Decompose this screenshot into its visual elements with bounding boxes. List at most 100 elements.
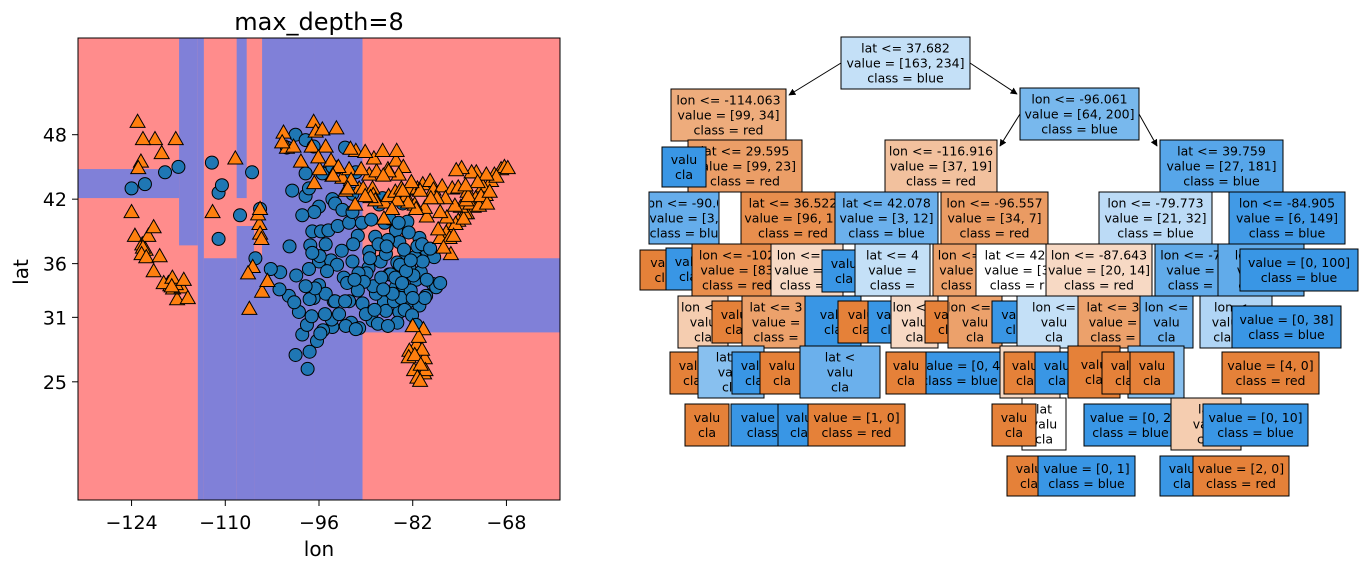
- tree-node-text: value = [3,: [649, 211, 718, 226]
- tree-node-text: lat <= 29.595: [701, 144, 790, 159]
- point-red: [410, 328, 428, 343]
- point-red: [139, 227, 157, 242]
- tree-node-box: [1077, 295, 1149, 349]
- point-red: [356, 187, 374, 203]
- tree-node-text: lon <= -96.061: [1031, 92, 1127, 107]
- tree-node: value = [4, 0]class = red: [1221, 351, 1320, 395]
- point-blue: [345, 254, 360, 269]
- tree-node-text: class = red: [1206, 476, 1276, 491]
- tree-node-text: cla: [1143, 373, 1161, 388]
- tree-node-text: valu: [1044, 358, 1070, 373]
- tree-node-text: value =: [868, 263, 917, 278]
- tree-node-text: lat <= 39.759: [1177, 144, 1266, 159]
- tree-node: value = [0, 38]class = blue: [1231, 305, 1342, 349]
- tree-node-text: cla: [725, 322, 743, 337]
- tree-node-text: class =: [753, 330, 798, 345]
- point-red: [478, 194, 496, 210]
- tree-node-text: lon <= -90.0: [644, 196, 724, 211]
- tree-node: value = [0, 100]class = blue: [1239, 248, 1359, 292]
- x-tick-label: −124: [105, 512, 157, 534]
- tree-node-text: class = red: [1236, 373, 1306, 388]
- tree-node-text: value = [3, 12]: [839, 211, 933, 226]
- tree-node-text: value = [0, 38]: [1239, 312, 1333, 327]
- point-red: [433, 177, 451, 193]
- tree-node-text: value = [0, 4: [919, 358, 1000, 373]
- point-red: [418, 207, 436, 223]
- tree-node-text: lon <=: [1032, 300, 1076, 315]
- tree-node-text: value = [0, 10]: [1208, 410, 1302, 425]
- y-axis-label: lat: [9, 259, 33, 285]
- tree-node-box: [1221, 351, 1320, 395]
- tree-node-text: lon <= 3: [947, 300, 1003, 315]
- tree-node-text: class = blue: [1217, 425, 1294, 440]
- point-red: [346, 196, 364, 211]
- point-red: [387, 151, 405, 167]
- tree-node-text: class = red: [822, 425, 892, 440]
- tree-node-text: lon <= -116.916: [889, 144, 993, 159]
- point-red: [259, 272, 276, 287]
- point-red: [303, 138, 320, 153]
- tree-node-text: value = [83: [700, 263, 773, 278]
- tree-node-text: lat: [1036, 402, 1052, 417]
- point-red: [330, 158, 347, 174]
- tree-node-box: [840, 36, 971, 90]
- tree-node-text: lon <= -96.557: [946, 196, 1042, 211]
- tree-node-box: [1037, 455, 1136, 497]
- point-red: [129, 159, 147, 175]
- point-red: [311, 160, 329, 176]
- point-red: [342, 140, 359, 155]
- point-blue: [364, 212, 379, 227]
- tree-node-text: lon <= -114.063: [676, 93, 780, 108]
- tree-node-text: value = [64, 200]: [1024, 107, 1134, 122]
- tree-node-text: class = blue: [1092, 425, 1169, 440]
- point-blue: [405, 291, 420, 306]
- point-blue: [137, 177, 152, 192]
- x-tick-label: −110: [199, 512, 251, 534]
- point-blue: [367, 302, 382, 317]
- point-red: [305, 174, 323, 190]
- tree-node-text: value = [96, 10: [744, 211, 841, 226]
- tree-node-text: valu: [893, 358, 919, 373]
- point-blue: [401, 225, 416, 240]
- point-red: [388, 142, 406, 157]
- tree-node-text: valu: [769, 358, 795, 373]
- tree-node-text: lat <: [825, 350, 855, 365]
- tree-node-text: cla: [852, 322, 870, 337]
- point-red: [137, 248, 155, 264]
- tree-node-text: value = [4, 0]: [1227, 358, 1313, 373]
- point-red: [356, 143, 374, 159]
- tree-node-text: lon <= -102: [699, 248, 775, 263]
- point-blue: [211, 231, 226, 246]
- tree-node-text: cla: [1048, 373, 1066, 388]
- tree-node-text: class = red: [960, 226, 1030, 241]
- point-blue: [272, 282, 287, 297]
- point-blue: [417, 291, 432, 306]
- tree-node-text: cla: [1157, 330, 1175, 345]
- tree-node-text: cla: [1085, 372, 1103, 387]
- point-blue: [298, 166, 313, 181]
- point-blue: [263, 262, 278, 276]
- tree-node-text: cla: [790, 425, 808, 440]
- point-blue: [204, 155, 219, 170]
- point-blue: [433, 275, 448, 290]
- tree-node-box: [885, 351, 927, 395]
- data-points: [123, 113, 517, 387]
- region-blue: [179, 38, 198, 246]
- tree-node-text: lat <= 42.078: [842, 196, 931, 211]
- tree-node-text: value = [20, 14]: [1048, 263, 1150, 278]
- tree-node-box: [1239, 248, 1359, 292]
- region-blue: [236, 38, 247, 199]
- point-red: [457, 176, 474, 192]
- tree-node-box: [648, 191, 720, 245]
- tree-node-text: value = [37, 19]: [890, 159, 992, 174]
- point-blue: [313, 326, 328, 341]
- y-tick-label: 48: [43, 125, 67, 147]
